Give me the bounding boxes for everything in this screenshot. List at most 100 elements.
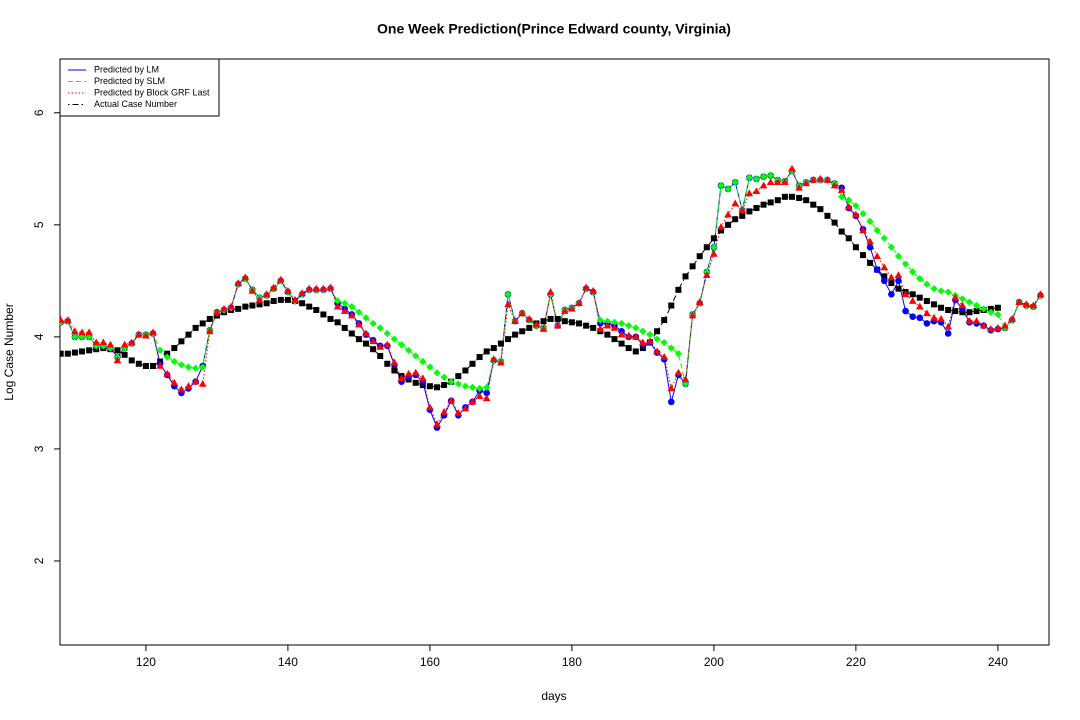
point [788, 164, 796, 172]
point [355, 308, 363, 316]
point [972, 301, 981, 310]
point [611, 336, 618, 343]
point [646, 331, 654, 339]
point [263, 300, 270, 307]
point [681, 375, 690, 383]
point [696, 253, 703, 260]
point [873, 252, 881, 260]
point [753, 205, 760, 212]
point [604, 331, 611, 338]
point [710, 249, 718, 257]
point [171, 345, 178, 352]
point [852, 210, 860, 218]
point [454, 409, 463, 416]
point [419, 382, 426, 389]
point [838, 228, 845, 235]
point [313, 306, 320, 313]
point [901, 260, 910, 268]
x-tick-label: 220 [846, 655, 866, 669]
point [504, 336, 511, 343]
point [866, 217, 874, 226]
point [142, 363, 149, 370]
point [526, 324, 533, 331]
point [560, 307, 569, 314]
point [213, 308, 221, 316]
point [327, 315, 334, 322]
point [958, 295, 966, 303]
point [880, 234, 888, 242]
point [759, 181, 768, 189]
point [319, 284, 328, 292]
point [745, 189, 754, 197]
point [397, 374, 406, 382]
y-tick-label: 2 [32, 557, 46, 564]
point [717, 223, 725, 230]
point [184, 382, 193, 389]
point [249, 302, 256, 309]
point [369, 337, 377, 345]
point [887, 243, 895, 251]
point [390, 358, 399, 366]
point [596, 325, 605, 332]
point [958, 301, 967, 309]
point [661, 317, 668, 324]
point [710, 243, 718, 251]
point [902, 307, 909, 315]
point [483, 383, 491, 391]
point [370, 346, 377, 353]
point [873, 226, 881, 235]
point [639, 338, 647, 346]
point [220, 304, 228, 312]
legend-label: Actual Case Number [94, 99, 177, 109]
legend-box [59, 58, 220, 117]
point [433, 384, 440, 391]
point [348, 303, 356, 311]
point [461, 404, 470, 412]
point [994, 323, 1002, 331]
point [823, 176, 832, 183]
point [262, 290, 271, 298]
point [482, 394, 491, 402]
point [79, 348, 86, 355]
point [852, 202, 860, 210]
point [255, 295, 264, 303]
point [305, 284, 314, 292]
point [809, 176, 818, 183]
point [667, 344, 675, 352]
point [185, 331, 192, 338]
point [1008, 314, 1016, 322]
point [802, 179, 810, 187]
point [796, 194, 803, 201]
point [894, 252, 903, 260]
point [945, 306, 952, 313]
point [739, 212, 746, 219]
point [610, 318, 619, 326]
point [937, 287, 945, 295]
point [433, 369, 441, 377]
point [944, 322, 952, 330]
point [702, 271, 711, 279]
point [170, 357, 178, 366]
point [887, 273, 896, 281]
point [284, 286, 292, 294]
point [859, 252, 866, 259]
point [241, 273, 250, 281]
legend-label: Predicted by Block GRF Last [94, 87, 210, 97]
point [475, 392, 484, 400]
x-tick-label: 180 [562, 655, 582, 669]
point [695, 298, 704, 305]
point [376, 324, 384, 332]
point [881, 273, 888, 280]
point [177, 385, 186, 393]
point [475, 384, 484, 393]
point [269, 283, 278, 291]
point [951, 293, 960, 301]
point [631, 332, 640, 340]
point [1015, 298, 1023, 305]
point [980, 305, 988, 313]
point [106, 340, 115, 348]
point [766, 178, 775, 186]
point [668, 302, 675, 309]
point [916, 314, 924, 322]
